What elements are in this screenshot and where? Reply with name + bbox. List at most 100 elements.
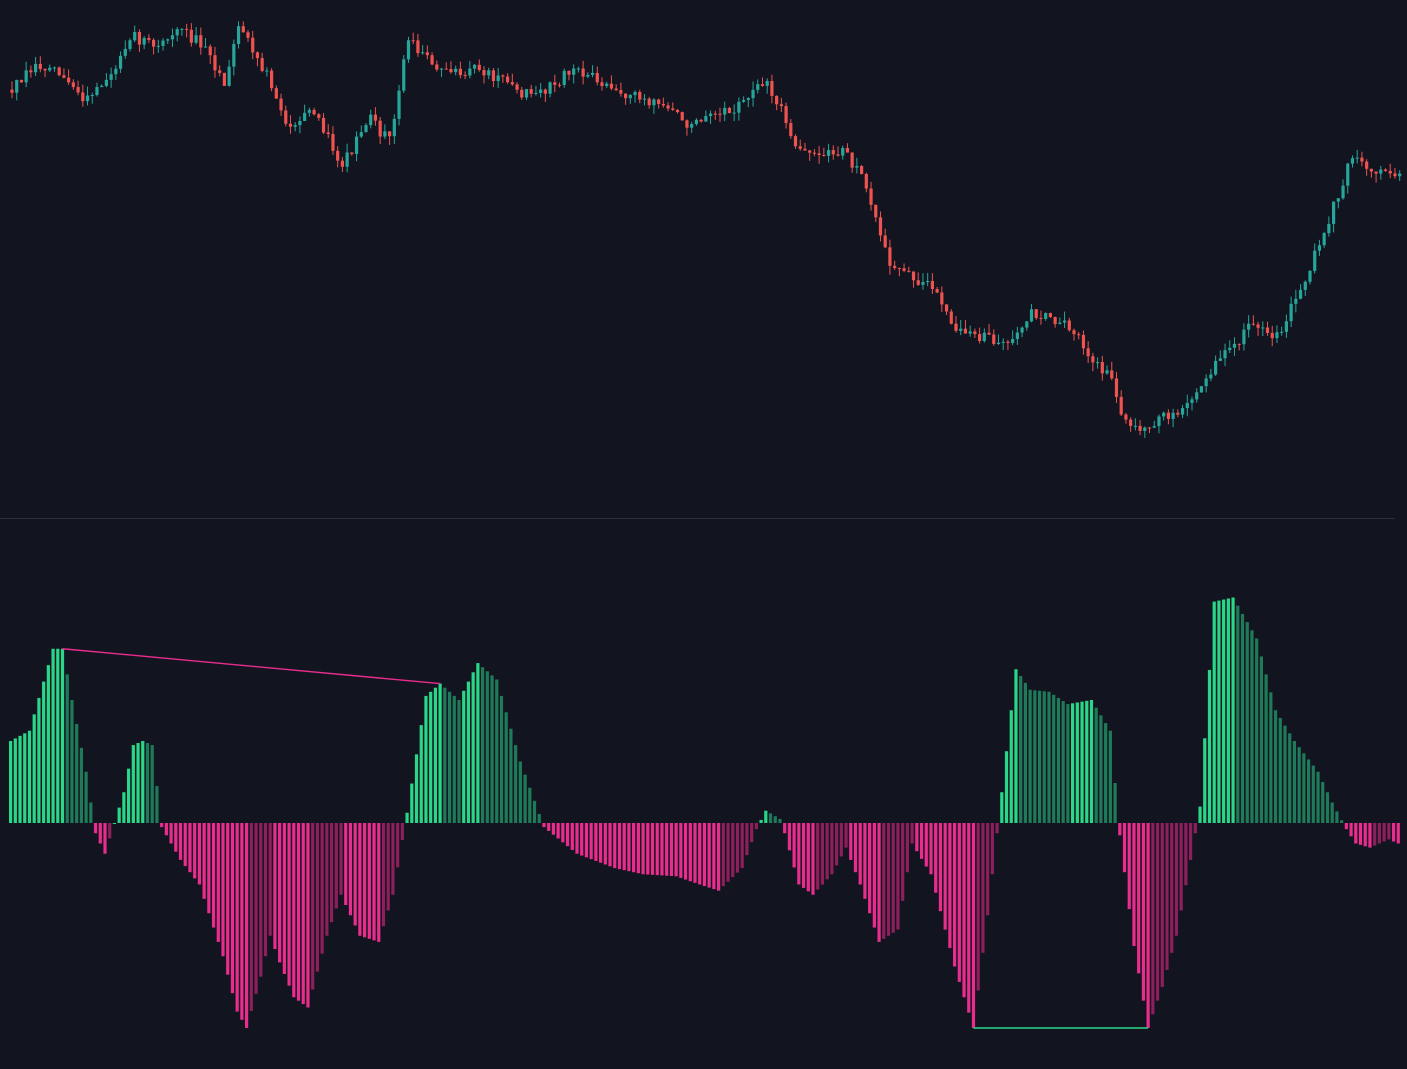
candle (284, 105, 288, 127)
candle (1025, 321, 1029, 331)
histogram-bar (1042, 691, 1046, 823)
candle (978, 327, 982, 344)
histogram-bar (499, 695, 504, 823)
candle-body (1058, 322, 1062, 325)
candle (71, 79, 75, 90)
candle-body (501, 75, 505, 77)
histogram-bar (759, 819, 763, 823)
candle (1360, 151, 1364, 167)
candle (1237, 343, 1241, 351)
candle (444, 62, 448, 70)
histogram-bar (943, 823, 947, 930)
candle (213, 46, 217, 78)
histogram-bar (226, 823, 230, 975)
candle (326, 124, 330, 138)
candle (647, 96, 651, 109)
candle (760, 77, 765, 87)
histogram-bar (957, 823, 961, 982)
candle-body (737, 101, 741, 113)
histogram-bar (816, 823, 820, 890)
candle (539, 83, 543, 98)
candle-body (1289, 303, 1293, 322)
histogram-bar (221, 823, 225, 957)
candle (1166, 409, 1170, 425)
histogram-bar (811, 823, 815, 895)
candle-body (1346, 163, 1350, 186)
candle (1317, 239, 1322, 257)
candle (1114, 371, 1119, 403)
candle-body (1374, 171, 1378, 174)
candle-body (397, 90, 401, 119)
histogram-bar (627, 823, 631, 872)
candle-body (435, 64, 439, 70)
histogram-bar (967, 823, 971, 1013)
candle (690, 121, 694, 133)
candle (1270, 325, 1274, 347)
histogram-bar (886, 823, 891, 936)
histogram-bar (419, 725, 423, 823)
candle (921, 273, 925, 290)
candle-body (1247, 323, 1251, 330)
candle-body (978, 334, 982, 342)
histogram-bar (287, 823, 291, 986)
candle-body (1265, 327, 1270, 333)
histogram-bar (938, 823, 943, 912)
histogram-bar (273, 823, 277, 950)
candle (199, 27, 203, 55)
histogram-bar (948, 823, 952, 949)
candle-body (156, 45, 160, 47)
histogram-bar (386, 823, 390, 911)
histogram-bar (103, 823, 107, 854)
histogram-bar (764, 810, 768, 823)
candle (1294, 289, 1298, 313)
candle (869, 181, 873, 211)
candle (1308, 269, 1312, 285)
histogram-bar (1377, 823, 1381, 844)
candle-body (1242, 329, 1246, 345)
histogram-bar (778, 818, 782, 823)
histogram-bar (1387, 823, 1391, 840)
candle-body (756, 84, 760, 90)
histogram-bar (858, 823, 862, 885)
candle (590, 65, 595, 78)
candle-body (345, 152, 349, 167)
candle (435, 60, 439, 72)
histogram-bar (537, 813, 541, 823)
candle (421, 45, 425, 55)
candle-body (19, 80, 24, 83)
histogram-bar (334, 823, 338, 909)
candle-body (236, 26, 241, 44)
candle (789, 118, 793, 139)
candle (968, 325, 972, 337)
candle-body (279, 98, 283, 111)
candle-body (671, 108, 675, 110)
candle (713, 110, 717, 120)
histogram-bar (1250, 630, 1254, 823)
candle (255, 51, 260, 67)
histogram-bar (532, 800, 537, 823)
histogram-bar (731, 823, 735, 878)
candle-body (1143, 427, 1147, 431)
histogram-bar (1297, 747, 1301, 823)
candle-body (959, 328, 963, 331)
candle (666, 102, 670, 112)
histogram-bar (207, 823, 211, 914)
histogram-bar (1019, 676, 1023, 823)
candle (208, 44, 212, 64)
candle (232, 39, 236, 76)
histogram-bar (1255, 638, 1259, 823)
oscillator-histogram-pane (9, 597, 1400, 1029)
candle (1020, 326, 1024, 338)
candle-body (383, 131, 387, 137)
histogram-bar (254, 823, 258, 994)
candle-body (1327, 223, 1331, 234)
histogram-bar (98, 823, 102, 844)
candle-body (798, 146, 802, 149)
histogram-bar (523, 774, 527, 823)
candle-body (666, 105, 670, 109)
candle (1044, 312, 1048, 321)
candle (236, 21, 241, 49)
candle (175, 27, 179, 42)
candle-body (213, 55, 217, 71)
candle (114, 65, 118, 80)
